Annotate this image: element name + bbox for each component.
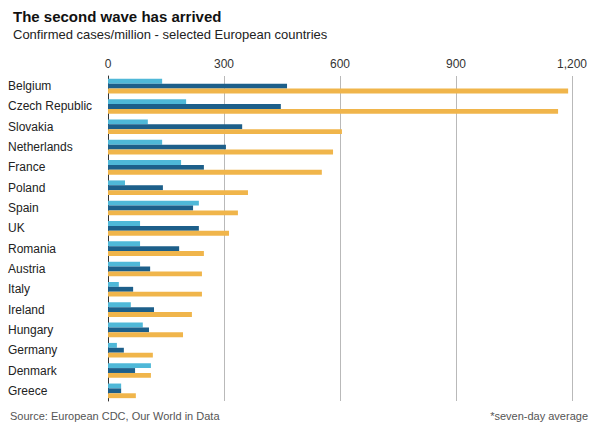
svg-text:*seven-day average: *seven-day average [490,410,588,422]
svg-text:1,200: 1,200 [557,57,587,71]
svg-text:300: 300 [214,57,234,71]
svg-text:Source: European CDC, Our Worl: Source: European CDC, Our World in Data [10,410,220,422]
svg-text:Germany: Germany [8,343,57,357]
svg-text:Hungary: Hungary [8,323,53,337]
svg-text:900: 900 [446,57,466,71]
svg-text:Slovakia: Slovakia [8,120,54,134]
svg-text:Czech Republic: Czech Republic [8,99,92,113]
svg-text:Ireland: Ireland [8,303,45,317]
svg-text:Italy: Italy [8,282,30,296]
svg-text:Greece: Greece [8,384,48,398]
svg-text:France: France [8,160,46,174]
svg-text:Netherlands: Netherlands [8,140,73,154]
svg-text:600: 600 [330,57,350,71]
svg-text:Denmark: Denmark [8,364,58,378]
svg-text:Poland: Poland [8,181,45,195]
svg-text:Confirmed cases/million - sele: Confirmed cases/million - selected Europ… [13,27,328,42]
svg-text:UK: UK [8,221,25,235]
svg-text:0: 0 [105,57,112,71]
svg-text:Romania: Romania [8,242,56,256]
svg-text:Austria: Austria [8,262,46,276]
svg-text:Belgium: Belgium [8,79,51,93]
svg-text:The second wave has arrived: The second wave has arrived [13,8,221,25]
svg-text:Spain: Spain [8,201,39,215]
